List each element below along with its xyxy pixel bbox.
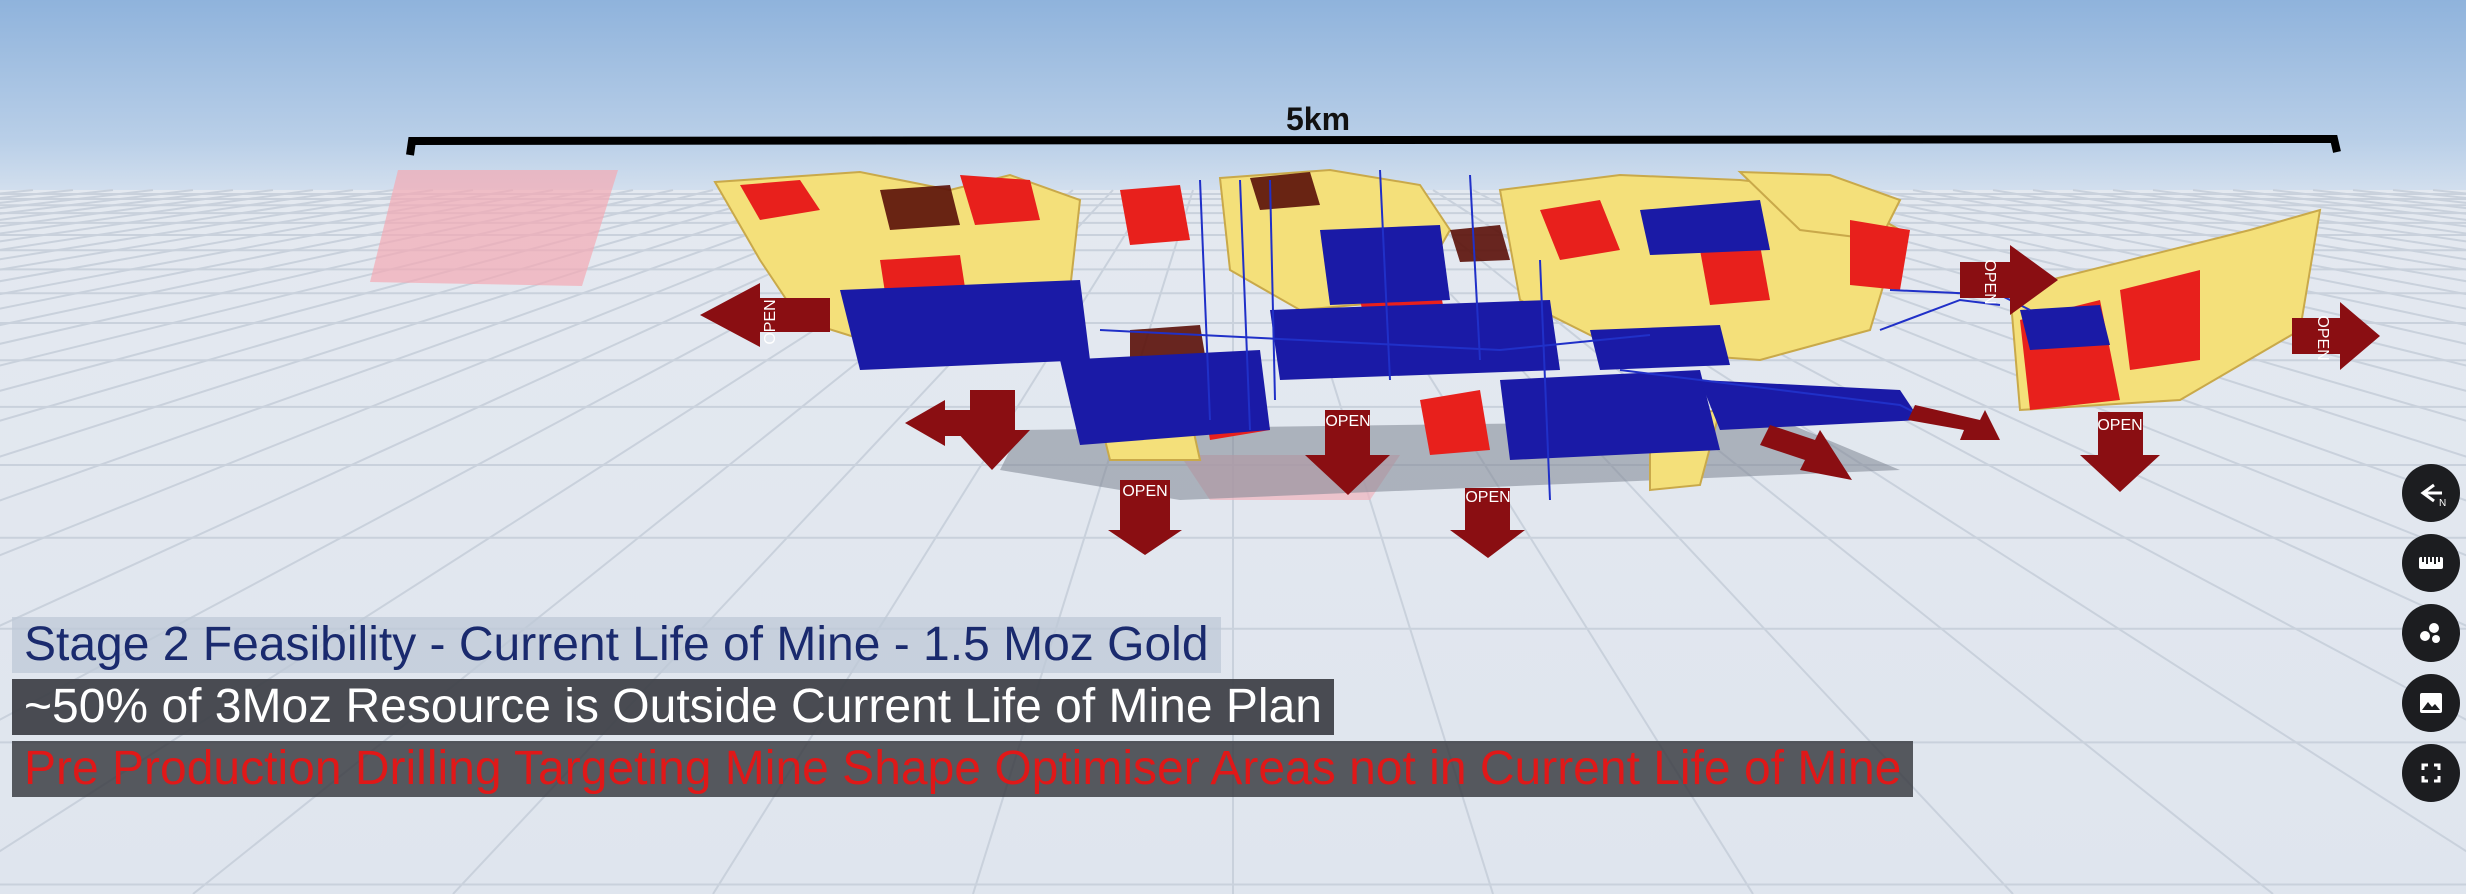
open-arrow-down-1: OPEN	[1108, 480, 1182, 555]
screenshot-button[interactable]	[2402, 674, 2460, 732]
caption-pre-production-drilling: Pre Production Drilling Targeting Mine S…	[12, 741, 1914, 797]
svg-text:OPEN: OPEN	[1122, 483, 1167, 500]
svg-text:OPEN: OPEN	[1465, 489, 1510, 506]
image-icon	[2420, 693, 2442, 713]
open-arrow-left-2	[905, 400, 975, 446]
svg-text:OPEN: OPEN	[1981, 259, 1998, 304]
open-arrow-left: OPEN	[700, 283, 830, 347]
svg-text:OPEN: OPEN	[2314, 315, 2331, 360]
orebody-model[interactable]	[713, 168, 2322, 501]
open-arrows: OPEN OPEN OPEN OPEN OPEN	[700, 245, 2380, 558]
measure-button[interactable]	[2402, 534, 2460, 592]
open-arrow-down-4: OPEN	[2080, 412, 2160, 492]
open-arrow-down-5	[955, 390, 1030, 470]
open-arrow-down-3: OPEN	[1450, 488, 1525, 558]
scale-bar-label: 5km	[1286, 101, 1350, 137]
open-arrow-right-far: OPEN	[2292, 302, 2380, 370]
svg-text:OPEN: OPEN	[762, 299, 779, 344]
ruler-icon	[2419, 557, 2443, 569]
north-arrow-icon: N	[2420, 483, 2446, 509]
fullscreen-button[interactable]	[2402, 744, 2460, 802]
lease-area	[370, 170, 618, 286]
svg-text:OPEN: OPEN	[1325, 413, 1370, 430]
scale-bar: 5km	[406, 101, 2341, 156]
svg-text:N: N	[2439, 498, 2446, 509]
layers-button[interactable]	[2402, 604, 2460, 662]
layers-icon	[2420, 623, 2440, 643]
fullscreen-icon	[2421, 763, 2441, 783]
open-arrow-down-2: OPEN	[1305, 410, 1390, 495]
open-arrow-right-upper: OPEN	[1960, 245, 2058, 315]
svg-text:OPEN: OPEN	[2097, 417, 2142, 434]
open-arrow-diag-1	[1760, 425, 1852, 480]
open-arrow-diag-2	[1908, 405, 2000, 440]
north-arrow-button[interactable]: N	[2402, 464, 2460, 522]
caption-stage-2-feasibility: Stage 2 Feasibility - Current Life of Mi…	[12, 617, 1221, 673]
caption-resource-outside-plan: ~50% of 3Moz Resource is Outside Current…	[12, 679, 1334, 735]
